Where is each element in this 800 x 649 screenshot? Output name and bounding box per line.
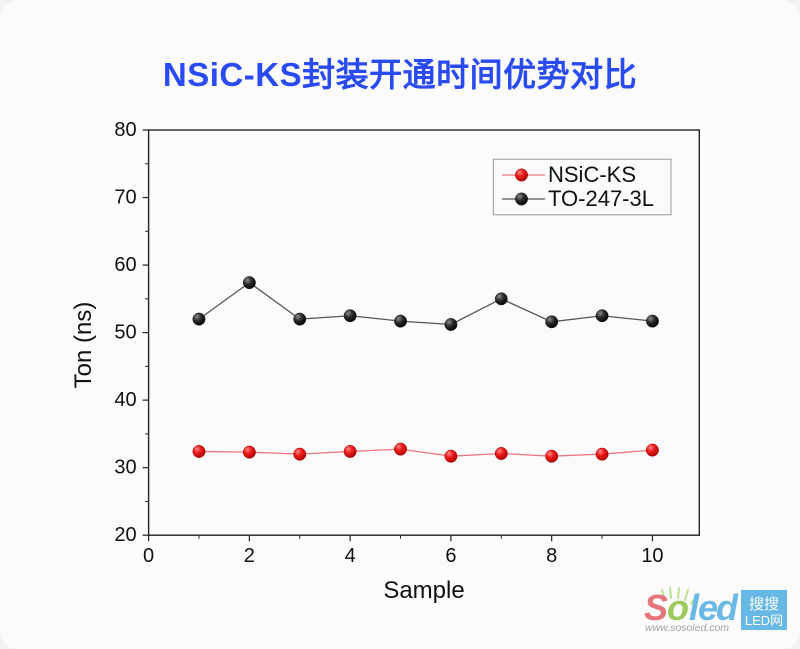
svg-text:搜搜: 搜搜 <box>749 596 779 613</box>
svg-text:60: 60 <box>114 254 136 276</box>
svg-text:40: 40 <box>114 389 136 411</box>
svg-text:6: 6 <box>445 545 456 567</box>
svg-text:4: 4 <box>345 545 356 567</box>
svg-text:30: 30 <box>114 457 136 479</box>
svg-text:8: 8 <box>546 545 557 567</box>
svg-text:70: 70 <box>114 187 136 209</box>
svg-text:0: 0 <box>143 545 154 567</box>
svg-text:LED网: LED网 <box>745 613 783 628</box>
svg-text:Sample: Sample <box>383 577 464 604</box>
svg-text:Ton (ns): Ton (ns) <box>70 302 97 389</box>
svg-text:80: 80 <box>114 119 136 141</box>
svg-text:50: 50 <box>114 322 136 344</box>
svg-text:NSiC-KS: NSiC-KS <box>548 162 636 187</box>
svg-text:20: 20 <box>114 524 136 546</box>
svg-text:2: 2 <box>244 545 255 567</box>
svg-text:10: 10 <box>641 545 663 567</box>
svg-text:www.sosoled.com: www.sosoled.com <box>645 622 729 634</box>
svg-text:TO-247-3L: TO-247-3L <box>548 186 654 211</box>
